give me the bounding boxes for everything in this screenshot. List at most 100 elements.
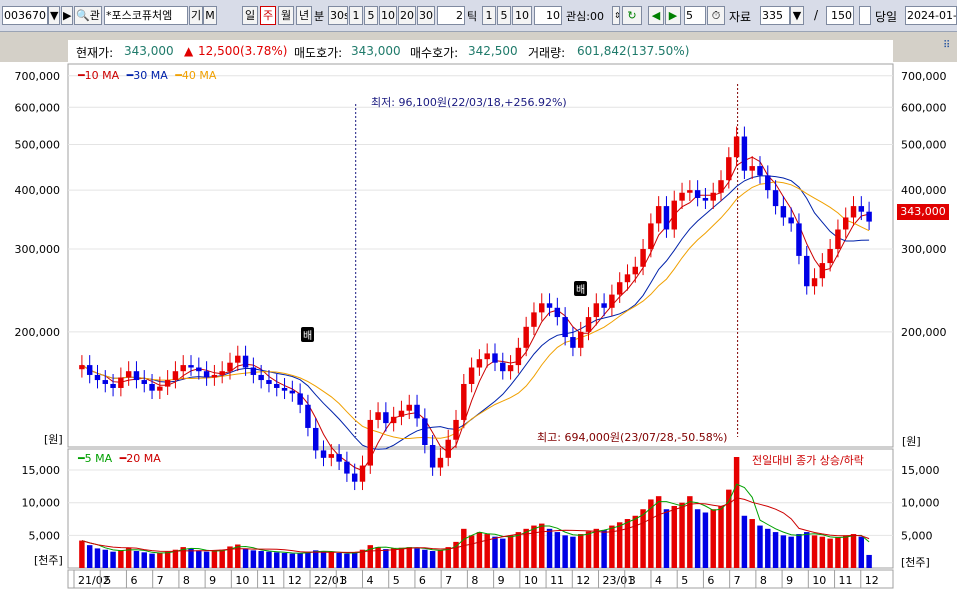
volume-bar [235, 544, 241, 568]
watch-spinner[interactable]: ⇕ [612, 6, 620, 25]
candle-body [203, 371, 210, 378]
tick-10-button[interactable]: 10 [512, 6, 532, 25]
candle-body [562, 317, 568, 338]
price-unit-right: [원] [902, 435, 921, 448]
x-label: 5 [681, 574, 688, 587]
period-day-button[interactable]: 일 [242, 6, 258, 25]
data-count-select[interactable]: 335 [760, 6, 790, 25]
tick-1-button[interactable]: 1 [482, 6, 496, 25]
code-dropdown-button[interactable]: ▼ [48, 6, 60, 25]
price-change: 12,500(3.78%) [198, 44, 288, 58]
candle-body [632, 266, 639, 275]
tick-count-input[interactable]: 10 [534, 6, 562, 25]
price-label: 현재가: [76, 46, 114, 60]
candle-body [461, 383, 467, 420]
candle-body [266, 380, 272, 384]
x-label: 4 [655, 574, 662, 587]
minute-5-button[interactable]: 5 [364, 6, 378, 25]
candle-body [437, 457, 444, 468]
m-button[interactable]: M [203, 6, 217, 25]
prev-button[interactable]: ◀ [648, 6, 664, 25]
refresh-button[interactable]: ↻ [622, 6, 642, 25]
legend-ma40: 40 MA [181, 69, 217, 82]
period-week-button[interactable]: 주 [260, 6, 276, 25]
next-arrow-button[interactable]: ▶ [61, 6, 73, 25]
period-month-button[interactable]: 월 [278, 6, 294, 25]
volume-bar [811, 535, 818, 568]
volume-bar [414, 548, 420, 568]
candle-body [258, 374, 264, 381]
candle-body [328, 454, 335, 458]
period-year-button[interactable]: 년 [296, 6, 312, 25]
volume-bar [624, 519, 631, 568]
candle-body [827, 248, 833, 264]
volume-bar [211, 551, 218, 568]
x-axis-strip [67, 569, 894, 589]
candle-body [835, 229, 841, 249]
candle-body [398, 410, 405, 417]
volume-unit-left: [천주] [34, 554, 63, 567]
candle-body [375, 412, 381, 420]
minute-1-button[interactable]: 1 [349, 6, 363, 25]
stock-code-input[interactable]: 003670 [2, 6, 48, 25]
next-button[interactable]: ▶ [665, 6, 681, 25]
volume-bar [648, 499, 654, 568]
volume-bar [227, 546, 233, 568]
volume-bar [765, 528, 771, 568]
volume-note: 전일대비 종가 상승/하락 [752, 454, 864, 467]
volume-bar [118, 550, 124, 568]
x-label: 12 [576, 574, 590, 587]
gi-button[interactable]: 기 [189, 6, 203, 25]
volume-bar [157, 552, 163, 568]
candle-body [180, 365, 186, 372]
volume-bar [125, 547, 132, 568]
candle-body [733, 136, 740, 158]
volume-bar [702, 512, 709, 568]
minute-10-button[interactable]: 10 [379, 6, 397, 25]
volume-bar [780, 535, 787, 568]
candle-body [640, 248, 646, 267]
candle-body [819, 263, 826, 279]
x-label: 22/01 [314, 574, 346, 587]
clock-button[interactable]: ⏱ [707, 6, 725, 25]
minute-30-button[interactable]: 30 [417, 6, 435, 25]
volume-bar [749, 519, 755, 568]
volume-bar [383, 549, 389, 568]
volume-bar [390, 548, 397, 568]
search-button[interactable]: 🔍관 [74, 6, 102, 25]
tick-input[interactable]: 2 [437, 6, 465, 25]
candle-body [601, 303, 607, 308]
volume-bar [289, 553, 296, 568]
x-label: 6 [419, 574, 426, 587]
volume-bar [788, 536, 794, 568]
candle-body [796, 223, 802, 256]
x-label: 8 [471, 574, 478, 587]
data-count-dropdown[interactable]: ▼ [790, 6, 804, 25]
settings-grid-icon[interactable]: ⠿ [943, 40, 951, 51]
volume-bar [593, 528, 600, 568]
marker-badge-2: 배 [574, 281, 588, 296]
candle-body [500, 362, 506, 372]
candle-body [125, 371, 132, 378]
volume-bar [312, 550, 319, 568]
candle-body [250, 367, 257, 375]
volume-bar [757, 525, 763, 568]
high-annotation: 최고: 694,000원(23/07/28,-50.58%) [537, 431, 728, 444]
today-label: 당일 [875, 10, 898, 24]
today-checkbox[interactable] [859, 6, 871, 25]
price-tick-right: 200,000 [901, 326, 947, 339]
minute-20-button[interactable]: 20 [398, 6, 416, 25]
candle-body [297, 393, 303, 405]
tick-5-button[interactable]: 5 [497, 6, 511, 25]
nav-step-input[interactable]: 5 [684, 6, 706, 25]
price-tick-left: 200,000 [15, 326, 61, 339]
candle-body [616, 282, 623, 295]
volume-bar [164, 551, 171, 568]
volume-bar [196, 550, 202, 568]
candle-body [188, 365, 194, 368]
candle-body [196, 367, 202, 372]
minute-30s-button[interactable]: 30s [328, 6, 348, 25]
candle-body [694, 190, 701, 198]
volume-unit-right: [천주] [901, 556, 930, 569]
